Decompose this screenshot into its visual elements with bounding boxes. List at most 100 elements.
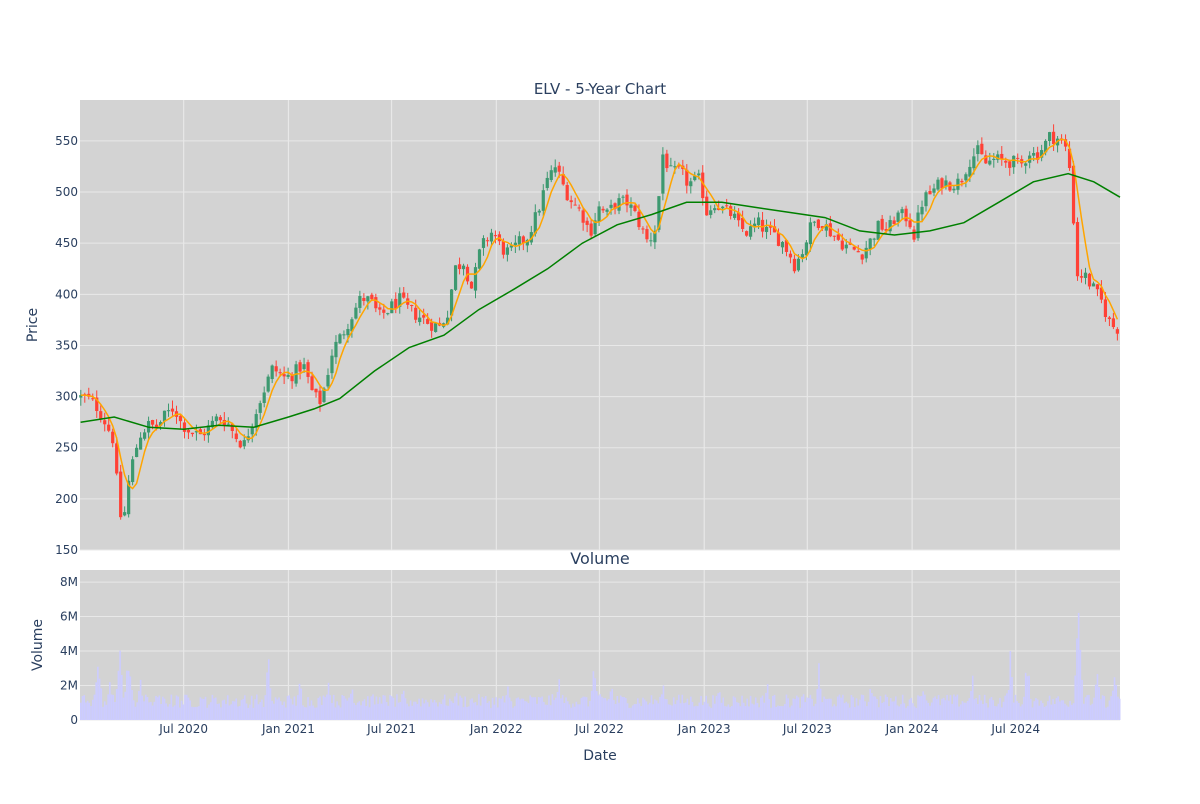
volume-bar — [638, 703, 641, 720]
volume-bar — [510, 701, 513, 720]
candle-body — [91, 398, 95, 400]
volume-bar — [551, 694, 554, 720]
volume-bar — [748, 706, 750, 720]
volume-bar — [160, 703, 162, 720]
volume-bar — [203, 698, 205, 720]
volume-bar — [913, 706, 916, 720]
candle-body — [461, 265, 466, 270]
candle-body — [764, 226, 769, 233]
candle-body — [585, 220, 589, 225]
volume-bar — [416, 703, 419, 720]
volume-bar — [382, 695, 385, 720]
candle-body — [166, 410, 171, 412]
candle-body — [469, 281, 474, 289]
volume-bar — [404, 698, 407, 720]
volume-bar — [1059, 701, 1061, 720]
volume-bar — [1019, 706, 1022, 720]
volume-bar — [502, 696, 504, 720]
volume-bar — [500, 698, 502, 720]
volume-bar — [358, 701, 361, 720]
volume-bar — [420, 706, 422, 720]
volume-bar — [947, 700, 950, 720]
volume-bar — [729, 707, 731, 720]
volume-bar — [520, 698, 523, 720]
volume-bar — [433, 699, 436, 720]
volume-bar — [927, 702, 930, 720]
volume-bar — [1074, 675, 1077, 720]
volume-bar — [185, 694, 188, 720]
volume-bar — [625, 698, 627, 720]
volume-bar — [906, 706, 909, 720]
volume-bar — [527, 703, 530, 720]
candle-body — [310, 376, 314, 391]
volume-bar — [965, 702, 967, 720]
candle-body — [242, 440, 246, 447]
volume-bar — [1052, 699, 1054, 720]
candle-body — [844, 244, 848, 249]
candle-body — [326, 374, 330, 387]
volume-bar — [936, 698, 938, 720]
candle-body — [864, 247, 868, 259]
candle-body — [398, 293, 402, 307]
volume-bar — [693, 706, 696, 720]
volume-bar — [389, 695, 391, 720]
volume-bar — [813, 706, 815, 720]
price-y-tick-label: 500 — [55, 185, 78, 199]
candle-body — [477, 249, 482, 269]
volume-bar — [476, 705, 479, 720]
volume-bar — [785, 694, 788, 720]
volume-bar — [602, 698, 605, 720]
volume-bar — [437, 706, 439, 720]
candle-body — [1103, 299, 1108, 318]
volume-bar — [587, 706, 590, 720]
volume-bar — [216, 703, 219, 720]
volume-bar — [532, 697, 535, 720]
candle-body — [434, 323, 438, 332]
candle-body — [980, 143, 984, 155]
volume-bar — [999, 697, 1001, 720]
volume-bar — [1096, 674, 1099, 720]
volume-bar — [659, 696, 661, 720]
volume-bar — [80, 702, 82, 720]
volume-bar — [761, 695, 764, 720]
volume-bar — [949, 695, 952, 720]
candle-body — [453, 265, 458, 290]
volume-bar — [541, 696, 543, 720]
candle-body — [960, 180, 964, 183]
volume-bar — [1100, 699, 1102, 720]
volume-bar — [804, 702, 807, 720]
candle-body — [250, 426, 254, 435]
x-tick-label: Jul 2022 — [574, 722, 624, 736]
volume-bar — [150, 701, 152, 720]
candle-body — [1044, 140, 1048, 153]
price-horizontal-grid — [80, 140, 1120, 551]
candle-body — [1008, 161, 1012, 168]
volume-bar — [864, 701, 866, 720]
volume-bar — [493, 704, 496, 720]
volume-bar — [823, 696, 825, 720]
volume-bar — [951, 703, 954, 720]
volume-bar — [283, 701, 285, 720]
volume-bar — [908, 699, 911, 720]
volume-bar — [368, 707, 371, 720]
volume-bar — [912, 703, 914, 720]
candle-body — [820, 226, 824, 229]
volume-bar — [1055, 697, 1058, 720]
volume-bar — [173, 705, 176, 720]
volume-bar — [327, 682, 330, 720]
candle-body — [457, 264, 462, 270]
volume-y-axis-label: Volume — [30, 619, 46, 671]
volume-bar — [961, 701, 964, 720]
volume-bar — [413, 701, 415, 720]
volume-bar — [406, 703, 408, 720]
candle-body — [370, 294, 374, 300]
candle-body — [210, 420, 214, 428]
volume-bar — [922, 691, 924, 720]
volume-bar — [905, 707, 907, 720]
volume-bar — [876, 698, 878, 720]
volume-bar — [794, 699, 796, 720]
volume-bar — [206, 707, 209, 720]
volume-bar — [801, 696, 803, 720]
volume-bar — [95, 682, 97, 720]
